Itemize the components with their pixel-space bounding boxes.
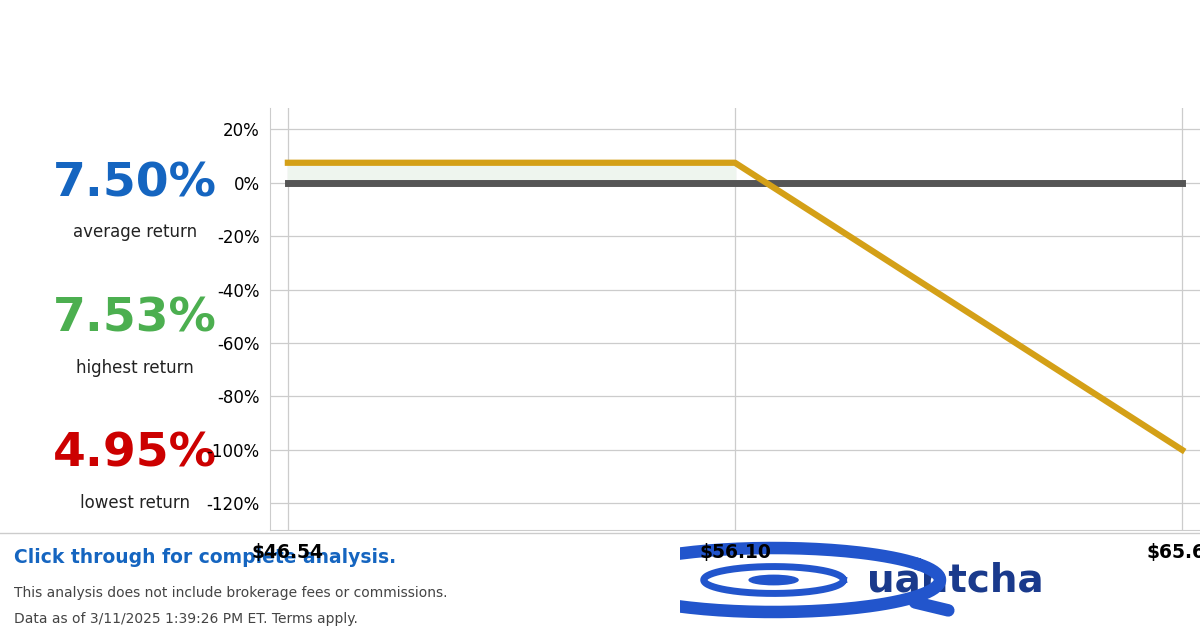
Text: 7.53%: 7.53% <box>53 297 217 341</box>
Text: average return: average return <box>73 224 197 241</box>
Text: POWER INTEGRATIONS (POWI): POWER INTEGRATIONS (POWI) <box>14 24 730 66</box>
Text: Data as of 3/11/2025 1:39:26 PM ET. Terms apply.: Data as of 3/11/2025 1:39:26 PM ET. Term… <box>14 612 359 626</box>
Text: lowest return: lowest return <box>80 493 190 512</box>
Text: 7.50%: 7.50% <box>53 161 217 207</box>
Text: Bear Call Spread analysis for $47.01-$55.24 model on 17-Apr-2025: Bear Call Spread analysis for $47.01-$55… <box>14 61 662 84</box>
Text: This analysis does not include brokerage fees or commissions.: This analysis does not include brokerage… <box>14 586 448 600</box>
Circle shape <box>749 575 798 585</box>
Text: uantcha: uantcha <box>868 561 1044 599</box>
Text: highest return: highest return <box>76 358 194 377</box>
Text: Click through for complete analysis.: Click through for complete analysis. <box>14 548 396 567</box>
Text: 4.95%: 4.95% <box>53 432 217 476</box>
